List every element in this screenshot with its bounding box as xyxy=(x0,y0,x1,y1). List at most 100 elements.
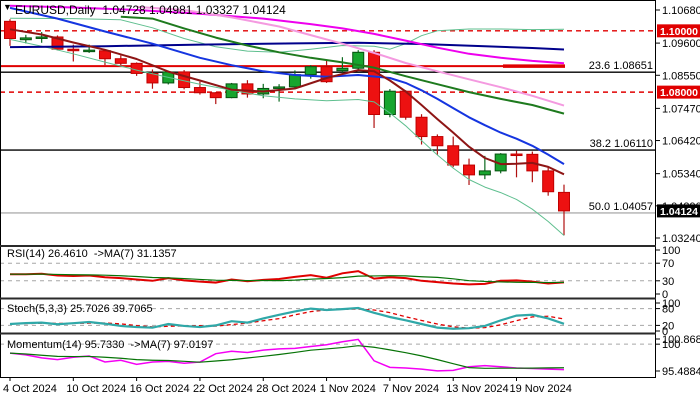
price-axis-label: 1.08550 xyxy=(662,70,700,82)
ma-blue-line xyxy=(9,6,565,165)
candle xyxy=(478,155,491,180)
fib-level-label: 50.0 1.04057 xyxy=(589,201,653,213)
svg-text:1.08000: 1.08000 xyxy=(660,87,698,99)
svg-text:1.10680: 1.10680 xyxy=(662,5,700,17)
candle xyxy=(19,34,32,44)
ma-magenta-line xyxy=(9,4,565,65)
price-axis-label: 1.05340 xyxy=(662,169,700,181)
candle xyxy=(114,55,127,67)
indicator-axis-label: 70 xyxy=(662,258,674,270)
indicator-axis-label: 0 xyxy=(662,326,668,338)
svg-text:95.4884: 95.4884 xyxy=(662,366,700,378)
price-level-lines: 23.6 1.08651 38.2 1.06110 50.0 1.04057 xyxy=(0,30,656,214)
svg-text:1.05340: 1.05340 xyxy=(662,169,700,181)
svg-text:50.0 1.04057: 50.0 1.04057 xyxy=(589,201,653,213)
svg-text:1.07470: 1.07470 xyxy=(662,103,700,115)
indicator-axis-label: 100 xyxy=(662,245,680,257)
price-axis-label: 1.03240 xyxy=(662,233,700,245)
ma-green-line xyxy=(120,15,565,115)
date-tick-label[interactable]: 7 Nov 2024 xyxy=(383,383,439,395)
indicator-axis-label: 20 xyxy=(662,320,674,332)
svg-text:1.10000: 1.10000 xyxy=(660,26,698,38)
time-axis: 4 Oct 2024 10 Oct 2024 16 Oct 2024 22 Oct 2… xyxy=(3,378,572,395)
candle xyxy=(447,136,460,168)
price-axis: 1.10680 1.09600 1.08550 1.07470 1.06420 1.053… xyxy=(656,5,700,378)
svg-text:1.03240: 1.03240 xyxy=(662,233,700,245)
date-tick-label[interactable]: 22 Oct 2024 xyxy=(193,383,253,395)
candle xyxy=(431,134,444,155)
price-axis-label: 1.09600 xyxy=(662,38,700,50)
date-tick-label[interactable]: 10 Oct 2024 xyxy=(66,383,126,395)
candle xyxy=(209,92,222,105)
moving-averages xyxy=(9,4,565,236)
svg-text:100: 100 xyxy=(662,298,680,310)
price-badge: 1.08000 xyxy=(657,85,700,99)
fib-level-label: 38.2 1.06110 xyxy=(590,138,653,150)
price-axis-label: 1.10680 xyxy=(662,5,700,17)
svg-text:10 Oct 2024: 10 Oct 2024 xyxy=(66,383,126,395)
svg-text:13 Nov 2024: 13 Nov 2024 xyxy=(446,383,508,395)
svg-text:1.08550: 1.08550 xyxy=(662,70,700,82)
svg-text:16 Oct 2024: 16 Oct 2024 xyxy=(130,383,190,395)
rsi-panel xyxy=(0,262,656,286)
candle xyxy=(463,158,476,185)
date-tick-label[interactable]: 16 Oct 2024 xyxy=(130,383,190,395)
svg-text:0: 0 xyxy=(662,289,668,301)
candle xyxy=(352,50,365,71)
band-lower-line xyxy=(9,38,565,236)
svg-text:20: 20 xyxy=(662,320,674,332)
ma-pale-pink-line xyxy=(136,5,565,107)
svg-text:38.2 1.06110: 38.2 1.06110 xyxy=(590,138,653,150)
price-badge: 1.04124 xyxy=(657,204,700,218)
price-axis-label: 1.07470 xyxy=(662,103,700,115)
svg-text:28 Oct 2024: 28 Oct 2024 xyxy=(256,383,316,395)
svg-text:70: 70 xyxy=(662,258,674,270)
momentum-line xyxy=(9,338,565,372)
candle xyxy=(273,84,286,102)
indicator-axis-label: 100 xyxy=(662,339,680,351)
date-tick-label[interactable]: 4 Oct 2024 xyxy=(3,383,57,395)
svg-text:80: 80 xyxy=(662,304,674,316)
indicator-axis-label: 30 xyxy=(662,276,674,288)
svg-text:1.09600: 1.09600 xyxy=(662,38,700,50)
fib-level-label: 23.6 1.08651 xyxy=(589,60,653,72)
band-upper-line xyxy=(9,17,565,53)
svg-text:0: 0 xyxy=(662,326,668,338)
price-badge: 1.10000 xyxy=(657,24,700,38)
indicator-axis-label: 95.4884 xyxy=(662,366,700,378)
candle xyxy=(320,59,333,83)
momentum-ma-line xyxy=(9,345,565,369)
stoch-main-line xyxy=(9,306,565,330)
candlesticks xyxy=(4,19,570,236)
indicator-axis-label: 80 xyxy=(662,304,674,316)
price-axis-label: 1.06420 xyxy=(662,136,700,148)
svg-text:19 Nov 2024: 19 Nov 2024 xyxy=(510,383,572,395)
svg-text:7 Nov 2024: 7 Nov 2024 xyxy=(383,383,439,395)
svg-text:100.8688: 100.8688 xyxy=(662,334,700,346)
candle xyxy=(415,114,428,145)
indicator-axis-label: 0 xyxy=(662,289,668,301)
stoch-panel xyxy=(0,306,656,330)
candle xyxy=(558,184,570,236)
candle xyxy=(241,80,254,98)
candle xyxy=(542,167,555,196)
ma-fast-maroon-line xyxy=(9,28,565,176)
rsi-line xyxy=(10,270,565,286)
svg-text:100: 100 xyxy=(662,339,680,351)
ma-navy-line xyxy=(9,41,565,51)
panel-frame xyxy=(0,0,656,378)
rsi-ma-line xyxy=(10,273,565,284)
date-tick-label[interactable]: 19 Nov 2024 xyxy=(510,383,572,395)
svg-text:100: 100 xyxy=(662,245,680,257)
svg-text:30: 30 xyxy=(662,276,674,288)
date-tick-label[interactable]: 28 Oct 2024 xyxy=(256,383,316,395)
svg-text:4 Oct 2024: 4 Oct 2024 xyxy=(3,383,57,395)
indicator-axis-label: 100 xyxy=(662,298,680,310)
momentum-panel xyxy=(0,338,656,372)
svg-text:22 Oct 2024: 22 Oct 2024 xyxy=(193,383,253,395)
date-tick-label[interactable]: 13 Nov 2024 xyxy=(446,383,508,395)
svg-text:1 Nov 2024: 1 Nov 2024 xyxy=(320,383,376,395)
date-tick-label[interactable]: 1 Nov 2024 xyxy=(320,383,376,395)
